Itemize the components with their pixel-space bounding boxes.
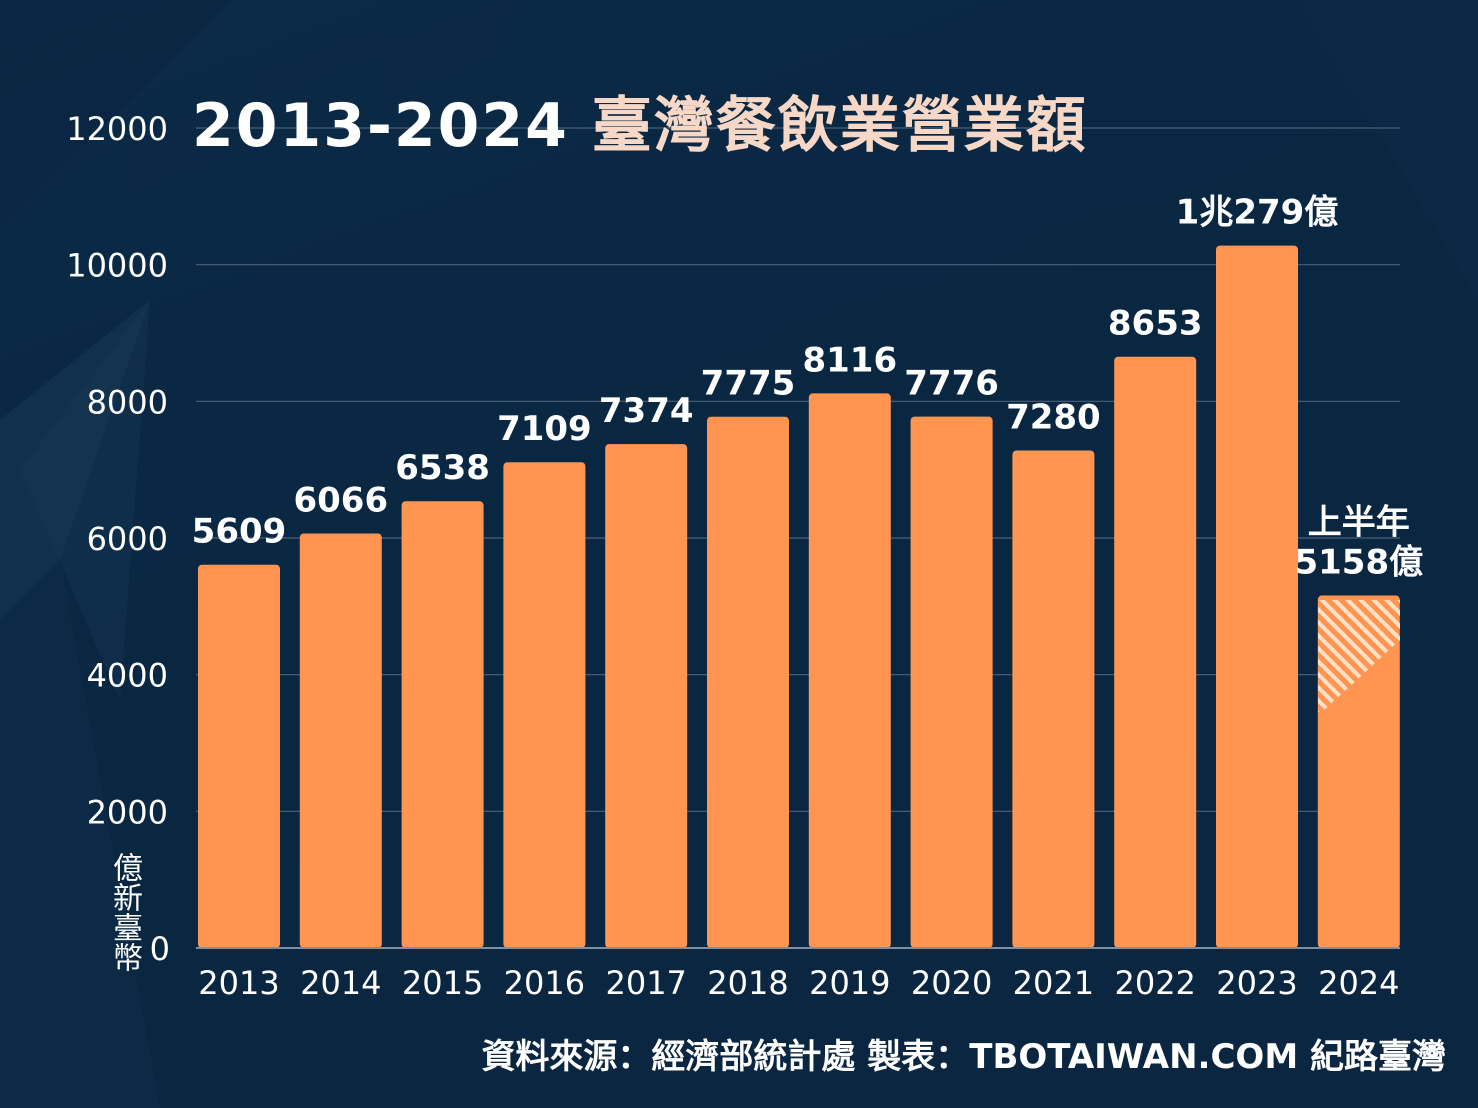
data-label-2013: 5609	[192, 512, 287, 552]
data-label-2014: 6066	[293, 480, 388, 520]
hatch-stripe	[1461, 596, 1478, 716]
x-tick-label: 2019	[809, 964, 890, 1002]
x-tick-label: 2023	[1216, 964, 1297, 1002]
hatch-stripe	[1435, 596, 1478, 716]
data-label-2018: 7775	[701, 364, 796, 404]
bar-2015	[401, 501, 484, 948]
data-label-2015: 6538	[395, 448, 490, 488]
bars	[198, 245, 1400, 948]
bar-2022	[1114, 356, 1197, 948]
hatch-stripe	[1318, 600, 1400, 712]
hatch-stripe	[1448, 596, 1478, 716]
x-tick-label: 2024	[1318, 964, 1399, 1002]
hatch-stripe	[1409, 596, 1478, 716]
x-tick-label: 2015	[402, 964, 483, 1002]
bar-2014	[299, 533, 382, 948]
hatch-stripe	[1318, 600, 1400, 712]
x-tick-label: 2013	[198, 964, 279, 1002]
data-label-2024: 5158億	[1294, 543, 1423, 583]
bar-2021	[1012, 450, 1095, 948]
hatch-stripe	[1394, 600, 1400, 712]
x-tick-label: 2014	[300, 964, 381, 1002]
hatch-stripe	[1422, 596, 1478, 716]
data-label-2021: 7280	[1006, 398, 1101, 438]
data-label-2023: 1兆279億	[1176, 193, 1339, 233]
bar-2013	[198, 564, 280, 948]
bar-2020	[910, 416, 993, 948]
chart-title-text: 臺灣餐飲業營業額	[591, 91, 1088, 161]
bar-2017	[605, 444, 688, 948]
hatch-stripe	[1355, 600, 1400, 712]
y-tick-label: 8000	[87, 383, 168, 421]
x-tick-label: 2016	[504, 964, 585, 1002]
y-axis-ticks: 0 2000 4000 6000 8000 10000 12000	[66, 110, 170, 968]
source-note: 資料來源：經濟部統計處 製表：TBOTAIWAN.COM 紀路臺灣	[481, 1037, 1446, 1077]
x-tick-label: 2017	[605, 964, 686, 1002]
data-label-2022: 8653	[1108, 304, 1203, 344]
chart-title: 2013-2024 臺灣餐飲業營業額	[192, 96, 1088, 156]
y-tick-label: 10000	[66, 247, 168, 285]
hatch-stripe	[1368, 600, 1400, 712]
data-label-2017: 7374	[599, 391, 694, 431]
data-label-2016: 7109	[497, 409, 592, 449]
chart-title-years: 2013-2024	[192, 91, 569, 161]
hatch-stripe	[1474, 596, 1478, 716]
x-tick-label: 2021	[1013, 964, 1094, 1002]
bar-2019	[808, 393, 891, 948]
hatch-stripe	[1318, 600, 1349, 712]
y-tick-label: 2000	[87, 793, 168, 831]
data-label-2020: 7776	[904, 364, 999, 404]
bar-2023	[1216, 245, 1298, 948]
data-label-2019: 8116	[802, 340, 897, 380]
bar-2016	[503, 462, 586, 948]
y-axis-label: 億新臺幣	[107, 852, 142, 972]
x-tick-label: 2022	[1114, 964, 1195, 1002]
y-tick-label: 4000	[87, 657, 168, 695]
y-tick-label: 0	[150, 930, 170, 968]
hatch-stripe	[1342, 600, 1400, 712]
data-label-2024: 上半年	[1308, 503, 1410, 543]
x-axis-ticks: 2013 2014 2015 2016 2017 2018 2019 2020 2021 2022…	[198, 964, 1399, 1002]
bar-2018	[707, 416, 789, 948]
y-tick-label: 12000	[66, 110, 168, 148]
x-tick-label: 2018	[707, 964, 788, 1002]
y-tick-label: 6000	[87, 520, 168, 558]
gridlines	[196, 127, 1400, 812]
x-tick-label: 2020	[911, 964, 992, 1002]
